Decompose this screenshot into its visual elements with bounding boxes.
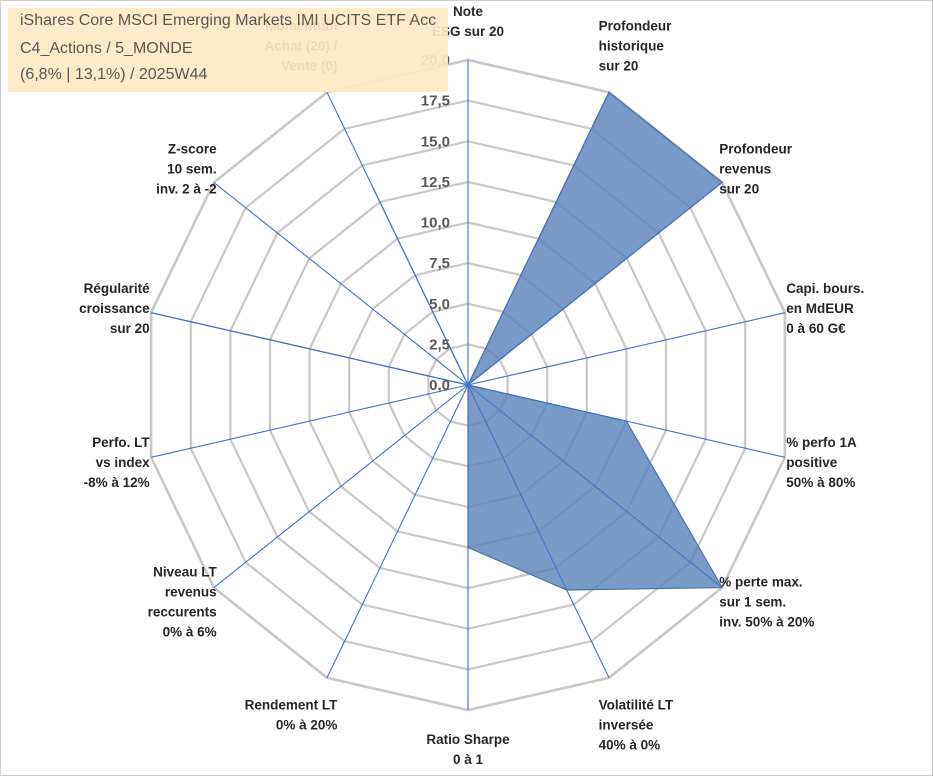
- axis-label: Rendement LT 0% à 20%: [245, 698, 339, 733]
- axis-label: Niveau LT revenus reccurents 0% à 6%: [148, 564, 218, 639]
- chart-title-fund: iShares Core MSCI Emerging Markets IMI U…: [20, 12, 437, 29]
- axis-label: % perfo 1A positive 50% à 80%: [786, 435, 857, 490]
- chart-title-period: (6,8% | 13,1%) / 2025W44: [20, 66, 208, 83]
- radar-spoke: [213, 181, 469, 386]
- radar-tick-labels: 0,02,55,07,510,012,515,017,520,0: [421, 52, 450, 394]
- axis-label: Ratio Sharpe 0 à 1: [426, 732, 510, 767]
- radar-spoke: [467, 312, 786, 386]
- chart-title-category: C4_Actions / 5_MONDE: [20, 40, 193, 57]
- radar-spoke: [326, 384, 469, 679]
- radar-spoke: [467, 384, 786, 458]
- radar-spoke: [467, 384, 610, 679]
- tick-label: 12,5: [421, 174, 450, 191]
- radar-spoke: [326, 91, 469, 386]
- radar-spoke: [467, 91, 610, 386]
- axis-label: Profondeur historique sur 20: [599, 18, 672, 73]
- radar-spoke: [150, 384, 469, 458]
- tick-label: 2,5: [429, 336, 450, 353]
- axis-label: Régularité croissance sur 20: [79, 281, 150, 336]
- axis-label: Z-score 10 sem. inv. 2 à -2: [156, 142, 217, 197]
- tick-label: 15,0: [421, 133, 450, 150]
- axis-label: Perfo. LT vs index -8% à 12%: [84, 435, 151, 490]
- radar-spoke: [467, 384, 723, 589]
- axis-label: Volatilité LT inversée 40% à 0%: [599, 698, 674, 753]
- axis-label: Capi. bours. en MdEUR 0 à 60 G€: [786, 281, 864, 336]
- axis-label: Note ESG sur 20: [432, 4, 504, 39]
- tick-label: 0,0: [429, 377, 450, 394]
- tick-label: 10,0: [421, 215, 450, 232]
- radar-spoke: [150, 312, 469, 386]
- axis-label: Profondeur revenus sur 20: [719, 142, 792, 197]
- title-box: iShares Core MSCI Emerging Markets IMI U…: [8, 8, 448, 92]
- radar-spoke: [467, 181, 723, 386]
- tick-label: 17,5: [421, 93, 450, 110]
- axis-label: % perte max. sur 1 sem. inv. 50% à 20%: [719, 574, 814, 629]
- radar-spokes: [150, 60, 786, 710]
- tick-label: 7,5: [429, 255, 450, 272]
- radar-spoke: [213, 384, 469, 589]
- tick-label: 5,0: [429, 296, 450, 313]
